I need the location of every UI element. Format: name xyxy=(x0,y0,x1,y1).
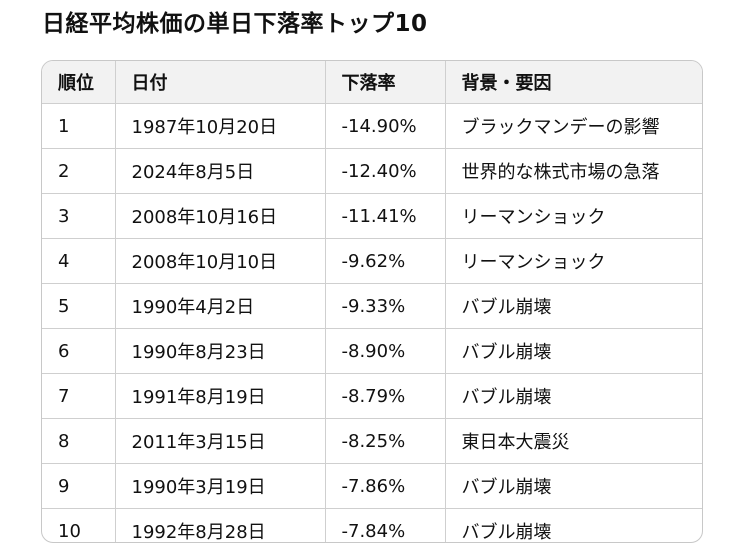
header-date: 日付 xyxy=(115,61,326,104)
cell-rate: -8.90% xyxy=(325,328,446,374)
cell-cause: リーマンショック xyxy=(445,193,702,239)
table-row: 8 2011年3月15日 -8.25% 東日本大震災 xyxy=(42,418,702,464)
cell-cause: 東日本大震災 xyxy=(445,418,702,464)
ranking-table: 順位 日付 下落率 背景・要因 1 1987年10月20日 -14.90% ブラ… xyxy=(42,61,702,543)
table-row: 5 1990年4月2日 -9.33% バブル崩壊 xyxy=(42,283,702,329)
cell-rate: -8.25% xyxy=(325,418,446,464)
cell-cause: バブル崩壊 xyxy=(445,373,702,419)
cell-rate: -14.90% xyxy=(325,103,446,149)
cell-date: 2008年10月10日 xyxy=(115,238,326,284)
cell-rate: -9.33% xyxy=(325,283,446,329)
cell-date: 2008年10月16日 xyxy=(115,193,326,239)
header-rate: 下落率 xyxy=(325,61,446,104)
cell-cause: ブラックマンデーの影響 xyxy=(445,103,702,149)
table-row: 10 1992年8月28日 -7.84% バブル崩壊 xyxy=(42,508,702,543)
cell-date: 1991年8月19日 xyxy=(115,373,326,419)
table-header-row: 順位 日付 下落率 背景・要因 xyxy=(42,61,702,104)
cell-rank: 10 xyxy=(42,508,116,542)
cell-rank: 6 xyxy=(42,328,116,374)
table-row: 3 2008年10月16日 -11.41% リーマンショック xyxy=(42,193,702,239)
cell-cause: バブル崩壊 xyxy=(461,522,552,543)
cell-cause: バブル崩壊 xyxy=(445,283,702,329)
table-row: 2 2024年8月5日 -12.40% 世界的な株式市場の急落 xyxy=(42,148,702,194)
cell-cause: 世界的な株式市場の急落 xyxy=(445,148,702,194)
page-title: 日経平均株価の単日下落率トップ10 xyxy=(42,11,428,37)
header-rank: 順位 xyxy=(42,61,116,104)
cell-date: 1992年8月28日 xyxy=(115,508,326,542)
cell-rank: 9 xyxy=(42,463,116,509)
cell-rate: -11.41% xyxy=(325,193,446,239)
table-row: 4 2008年10月10日 -9.62% リーマンショック xyxy=(42,238,702,284)
cell-rank: 3 xyxy=(42,193,116,239)
table-row: 6 1990年8月23日 -8.90% バブル崩壊 xyxy=(42,328,702,374)
cell-date: 2011年3月15日 xyxy=(115,418,326,464)
cell-rate: -8.79% xyxy=(325,373,446,419)
cell-rank: 8 xyxy=(42,418,116,464)
cell-rate: -12.40% xyxy=(325,148,446,194)
cell-date: 1990年3月19日 xyxy=(115,463,326,509)
cell-rank: 4 xyxy=(42,238,116,284)
cell-cause: リーマンショック xyxy=(445,238,702,284)
cell-rate: -9.62% xyxy=(325,238,446,284)
cell-date: 1987年10月20日 xyxy=(115,103,326,149)
table-row: 7 1991年8月19日 -8.79% バブル崩壊 xyxy=(42,373,702,419)
ranking-table-container: 順位 日付 下落率 背景・要因 1 1987年10月20日 -14.90% ブラ… xyxy=(41,60,703,543)
header-cause: 背景・要因 xyxy=(445,61,702,104)
cell-date: 1990年4月2日 xyxy=(115,283,326,329)
cell-rate: -7.86% xyxy=(325,463,446,509)
table-row: 9 1990年3月19日 -7.86% バブル崩壊 xyxy=(42,463,702,509)
cell-rate: -7.84% xyxy=(325,508,446,542)
cell-rank: 1 xyxy=(42,103,116,149)
cell-date: 2024年8月5日 xyxy=(115,148,326,194)
cell-rank: 2 xyxy=(42,148,116,194)
cell-date: 1990年8月23日 xyxy=(115,328,326,374)
cell-cause: バブル崩壊 xyxy=(445,463,702,509)
cell-cause: バブル崩壊 xyxy=(445,328,702,374)
cell-rank: 7 xyxy=(42,373,116,419)
cell-rank: 5 xyxy=(42,283,116,329)
table-row: 1 1987年10月20日 -14.90% ブラックマンデーの影響 xyxy=(42,103,702,149)
